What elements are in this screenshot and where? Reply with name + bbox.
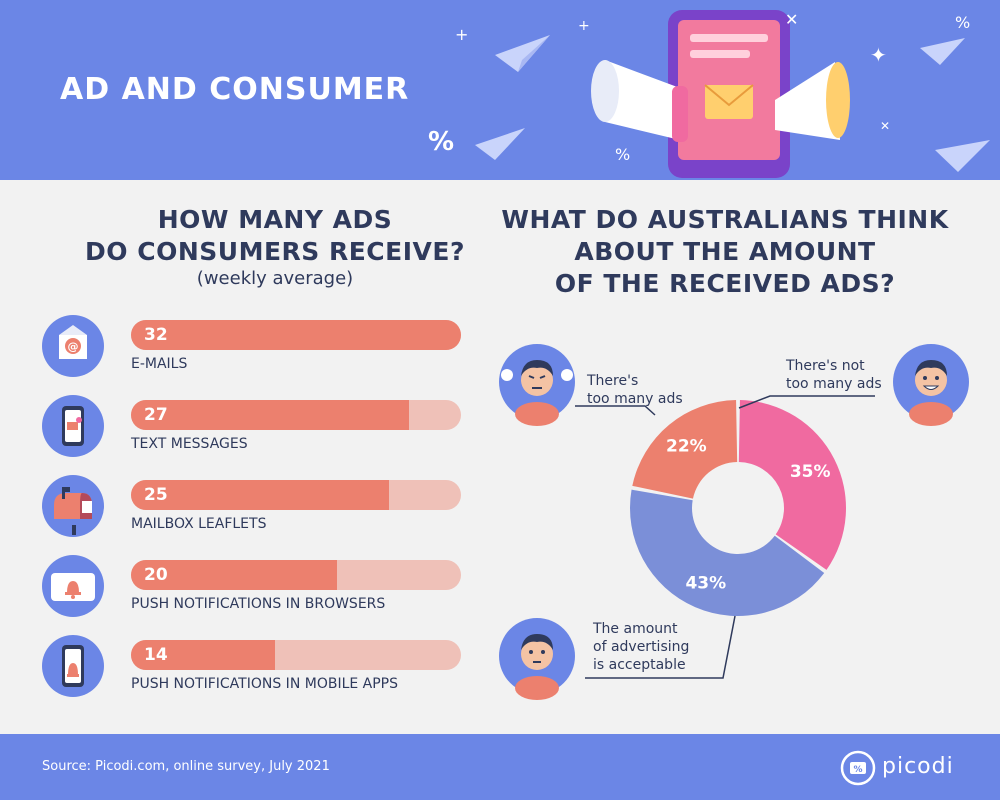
bar-value-label: 32 <box>144 325 168 345</box>
bar-value-label: 27 <box>144 405 168 425</box>
callout-not-many: There's not too many ads <box>786 357 882 393</box>
callout-text-line: is acceptable <box>593 657 686 673</box>
bar-category-label: PUSH NOTIFICATIONS IN BROWSERS <box>131 596 386 612</box>
donut-slice-value-label: 35% <box>790 462 831 482</box>
paper-plane-icon <box>920 38 965 65</box>
svg-text:%: % <box>615 145 630 164</box>
bar-row-browser-push: 20 PUSH NOTIFICATIONS IN BROWSERS <box>0 550 500 630</box>
svg-text:+: + <box>455 25 468 44</box>
bar-fill <box>131 320 461 350</box>
svg-text:%: % <box>955 13 970 32</box>
svg-text:+: + <box>578 18 590 34</box>
svg-text:%: % <box>853 765 862 775</box>
donut-chart-title-line: WHAT DO AUSTRALIANS THINK <box>501 205 949 234</box>
email-envelope-icon: @ <box>42 315 104 377</box>
callout-line-too-many <box>575 405 656 416</box>
bar-row-mobile-push: 14 PUSH NOTIFICATIONS IN MOBILE APPS <box>0 630 500 710</box>
svg-text:✕: ✕ <box>880 119 890 133</box>
callout-line-acceptable <box>585 615 736 679</box>
donut-slice-value-label: 43% <box>685 573 726 593</box>
bar-fill <box>131 640 276 670</box>
callout-text-line: There's <box>587 373 639 389</box>
bar-chart-title: HOW MANY ADS DO CONSUMERS RECEIVE? <box>60 204 490 268</box>
bar-fill <box>131 560 338 590</box>
bar-row-mailbox-leaflets: 25 MAILBOX LEAFLETS <box>0 470 500 550</box>
svg-text:@: @ <box>68 340 79 353</box>
bar-category-label: TEXT MESSAGES <box>131 436 248 452</box>
bar-chart-title-line: DO CONSUMERS RECEIVE? <box>85 237 465 266</box>
mailbox-icon <box>42 475 104 537</box>
donut-value-labels: 35% 43% 22% <box>666 437 831 594</box>
donut-slices <box>630 400 846 616</box>
bar-track <box>131 320 461 350</box>
header-banner: AD AND CONSUMER <box>0 0 1000 180</box>
picodi-logo: % picodi <box>838 748 968 788</box>
picodi-logo-text: picodi <box>882 754 954 779</box>
callout-text-line: The amount <box>593 621 678 637</box>
donut-chart-title: WHAT DO AUSTRALIANS THINK ABOUT THE AMOU… <box>495 204 955 300</box>
callout-too-many: There's too many ads <box>587 372 683 408</box>
bar-category-label: PUSH NOTIFICATIONS IN MOBILE APPS <box>131 676 399 692</box>
donut-chart: 35% 43% 22% <box>499 344 969 700</box>
bar-value-label: 25 <box>144 485 168 505</box>
donut-slice-value-label: 22% <box>666 437 707 457</box>
callout-line-not-many <box>738 395 875 409</box>
happy-person-icon <box>893 344 969 426</box>
bar-value-label: 20 <box>144 565 168 585</box>
bar-value-label: 14 <box>144 645 168 665</box>
bar-row-text-messages: 27 TEXT MESSAGES <box>0 390 500 470</box>
bar-track <box>131 560 461 590</box>
angry-person-icon <box>499 344 575 426</box>
bar-chart-subtitle: (weekly average) <box>196 268 354 289</box>
source-note: Source: Picodi.com, online survey, July … <box>42 759 330 774</box>
percent-icon: % <box>955 13 970 32</box>
bar-chart: @ 32 E-MAILS 27 TEXT MESSAGES <box>0 310 500 710</box>
sparkle-icon: + + ✦ ✕ ✕ <box>455 10 890 133</box>
picodi-logo-icon: % <box>840 750 876 786</box>
bar-track <box>131 640 461 670</box>
callout-text-line: There's not <box>786 358 865 374</box>
paper-plane-icon <box>475 128 525 160</box>
page-title: AD AND CONSUMER <box>60 72 410 107</box>
bar-track <box>131 400 461 430</box>
bar-row-emails: @ 32 E-MAILS <box>0 310 500 390</box>
percent-icon: % <box>428 127 454 157</box>
donut-slice <box>632 400 738 499</box>
megaphone-illustration: % % % + + ✦ ✕ ✕ <box>428 10 990 178</box>
megaphone-left-icon <box>591 60 688 142</box>
donut-slice <box>630 489 825 616</box>
bar-category-label: MAILBOX LEAFLETS <box>131 516 267 532</box>
svg-text:✕: ✕ <box>785 10 798 29</box>
donut-slice <box>738 400 846 570</box>
percent-icon: % <box>615 145 630 164</box>
bar-track <box>131 480 461 510</box>
browser-bell-icon <box>42 555 104 617</box>
envelope-icon <box>704 84 754 119</box>
callout-text-line: too many ads <box>587 391 683 407</box>
callout-acceptable: The amount of advertising is acceptable <box>593 620 689 674</box>
bar-chart-title-line: HOW MANY ADS <box>157 205 393 234</box>
paper-plane-icon <box>935 140 990 172</box>
mobile-bell-icon <box>42 635 104 697</box>
callout-text-line: of advertising <box>593 639 690 655</box>
svg-text:%: % <box>428 127 454 157</box>
svg-text:✦: ✦ <box>870 43 887 67</box>
bar-category-label: E-MAILS <box>131 356 188 372</box>
donut-chart-title-line: OF THE RECEIVED ADS? <box>554 269 896 298</box>
megaphone-right-icon <box>775 62 850 140</box>
paper-plane-icon <box>495 35 550 72</box>
neutral-person-icon <box>499 618 575 700</box>
footer: Source: Picodi.com, online survey, July … <box>0 734 1000 800</box>
callout-text-line: too many ads <box>786 376 882 392</box>
donut-chart-title-line: ABOUT THE AMOUNT <box>574 237 876 266</box>
smartphone-message-icon <box>42 395 104 457</box>
bar-fill <box>131 400 410 430</box>
bar-fill <box>131 480 389 510</box>
